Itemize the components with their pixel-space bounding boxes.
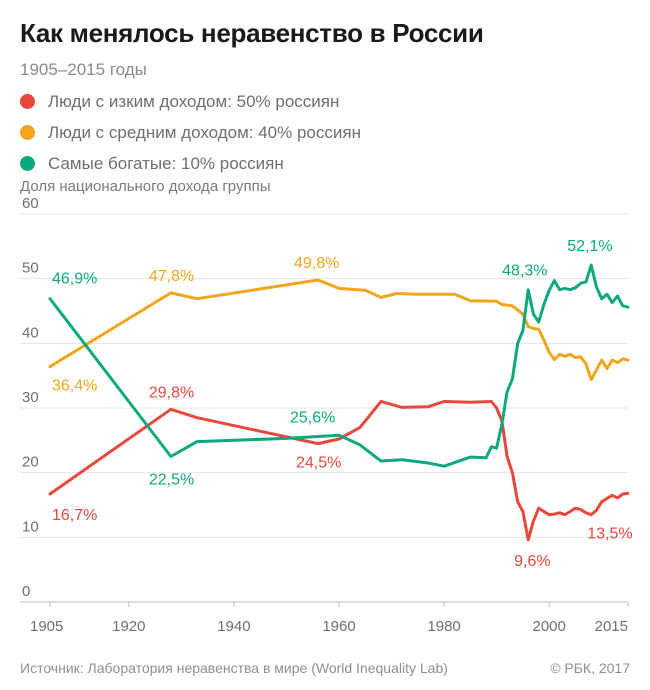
legend-dot-low-income [20, 94, 35, 109]
y-tick-30: 30 [22, 389, 39, 406]
x-tick-2000: 2000 [532, 618, 565, 635]
legend-label-low-income: Люди с изким доходом: 50% россиян [48, 91, 340, 111]
x-tick-1905: 1905 [30, 618, 63, 635]
y-axis-ticks: 0 10 20 30 40 50 60 [22, 195, 39, 600]
data-label-1-1: 29,8% [149, 384, 194, 401]
data-label-1-0: 16,7% [52, 507, 97, 524]
series-line-0 [48, 278, 630, 381]
chart-title: Как менялось неравенство в России [20, 18, 484, 48]
legend-item-low-income: Люди с изким доходом: 50% россиян [20, 86, 361, 117]
series-line-2 [48, 263, 630, 468]
data-label-1-4: 13,5% [587, 526, 632, 543]
y-tick-50: 50 [22, 260, 39, 277]
data-label-2-1: 22,5% [149, 472, 194, 489]
legend-item-middle-income: Люди с средним доходом: 40% россиян [20, 117, 361, 148]
legend-dot-richest [20, 156, 35, 171]
data-label-2-3: 48,3% [502, 263, 547, 280]
data-label-0-2: 49,8% [294, 255, 339, 272]
chart-subtitle: 1905–2015 годы [20, 60, 147, 79]
series-lines [48, 263, 630, 542]
y-axis-label: Доля национального дохода группы [20, 178, 271, 195]
y-tick-20: 20 [22, 454, 39, 471]
legend-label-richest: Самые богатые: 10% россиян [48, 153, 284, 173]
copyright: © РБК, 2017 [550, 660, 630, 676]
y-tick-60: 60 [22, 195, 39, 212]
legend-item-richest: Самые богатые: 10% россиян [20, 148, 361, 179]
x-axis-ticks: 1905 1920 1940 1960 1980 2000 2015 [30, 602, 629, 635]
data-label-1-3: 9,6% [514, 553, 550, 570]
x-tick-1960: 1960 [322, 618, 355, 635]
data-label-0-1: 47,8% [149, 268, 194, 285]
x-tick-2015: 2015 [595, 618, 628, 635]
legend: Люди с изким доходом: 50% россиян Люди с… [20, 86, 361, 179]
x-tick-1920: 1920 [112, 618, 145, 635]
data-label-1-2: 24,5% [296, 455, 341, 472]
series-line-1 [48, 400, 630, 542]
data-label-2-2: 25,6% [290, 409, 335, 426]
source-note: Источник: Лаборатория неравенства в мире… [20, 660, 448, 676]
legend-dot-middle-income [20, 125, 35, 140]
y-tick-0: 0 [22, 583, 30, 600]
y-tick-10: 10 [22, 518, 39, 535]
x-tick-1940: 1940 [217, 618, 250, 635]
y-tick-40: 40 [22, 324, 39, 341]
data-label-0-0: 36,4% [52, 378, 97, 395]
x-tick-1980: 1980 [427, 618, 460, 635]
data-label-2-0: 46,9% [52, 271, 97, 288]
legend-label-middle-income: Люди с средним доходом: 40% россиян [48, 122, 361, 142]
data-labels: 36,4% 47,8% 49,8% 16,7% 29,8% 24,5% 9,6% 13,5% 4… [52, 238, 633, 570]
data-label-2-4: 52,1% [567, 238, 612, 255]
